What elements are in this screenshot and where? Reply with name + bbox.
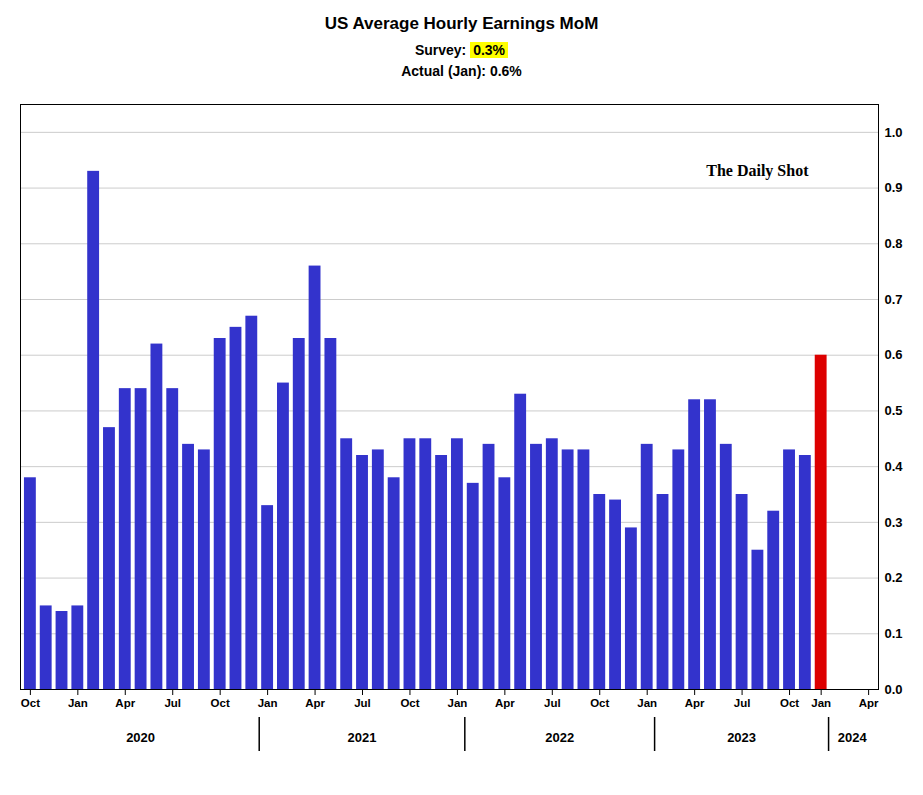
svg-text:Jul: Jul: [164, 697, 181, 709]
svg-text:Oct: Oct: [400, 697, 419, 709]
svg-text:0.6: 0.6: [885, 347, 903, 362]
svg-text:Jan: Jan: [637, 697, 657, 709]
svg-text:Apr: Apr: [115, 697, 135, 709]
svg-text:Jul: Jul: [734, 697, 751, 709]
html-text:0.3%: 0.3%: [473, 42, 506, 58]
html-text:Actual (Jan): 0.6%: Actual (Jan): 0.6%: [401, 63, 522, 79]
svg-text:2024: 2024: [838, 730, 868, 745]
svg-text:0.1: 0.1: [885, 626, 903, 641]
svg-text:Apr: Apr: [305, 697, 325, 709]
html-text:Survey:: Survey:: [414, 42, 467, 58]
svg-text:Apr: Apr: [495, 697, 515, 709]
svg-text:0.9: 0.9: [885, 180, 903, 195]
svg-text:0.5: 0.5: [885, 403, 903, 418]
svg-text:Jan: Jan: [811, 697, 831, 709]
svg-text:2023: 2023: [727, 730, 756, 745]
svg-text:0.8: 0.8: [885, 236, 903, 251]
svg-text:The Daily Shot: The Daily Shot: [706, 162, 809, 180]
svg-text:Jan: Jan: [258, 697, 278, 709]
html-text:US Average Hourly Earnings MoM: US Average Hourly Earnings MoM: [324, 14, 599, 33]
svg-text:0.7: 0.7: [885, 292, 903, 307]
svg-text:Oct: Oct: [780, 697, 799, 709]
svg-text:2020: 2020: [126, 730, 155, 745]
svg-text:Jan: Jan: [447, 697, 467, 709]
svg-text:2022: 2022: [545, 730, 574, 745]
svg-text:Apr: Apr: [685, 697, 705, 709]
svg-text:Apr: Apr: [859, 697, 879, 709]
svg-text:0.3: 0.3: [885, 515, 903, 530]
svg-text:0.4: 0.4: [885, 459, 904, 474]
svg-text:2021: 2021: [348, 730, 377, 745]
svg-text:0.0: 0.0: [885, 682, 903, 697]
svg-text:Oct: Oct: [590, 697, 609, 709]
svg-text:Jul: Jul: [354, 697, 371, 709]
svg-text:Oct: Oct: [211, 697, 230, 709]
svg-text:0.2: 0.2: [885, 570, 903, 585]
svg-text:1.0: 1.0: [885, 125, 903, 140]
svg-text:Oct: Oct: [21, 697, 40, 709]
svg-text:Jan: Jan: [68, 697, 88, 709]
svg-text:Jul: Jul: [544, 697, 561, 709]
